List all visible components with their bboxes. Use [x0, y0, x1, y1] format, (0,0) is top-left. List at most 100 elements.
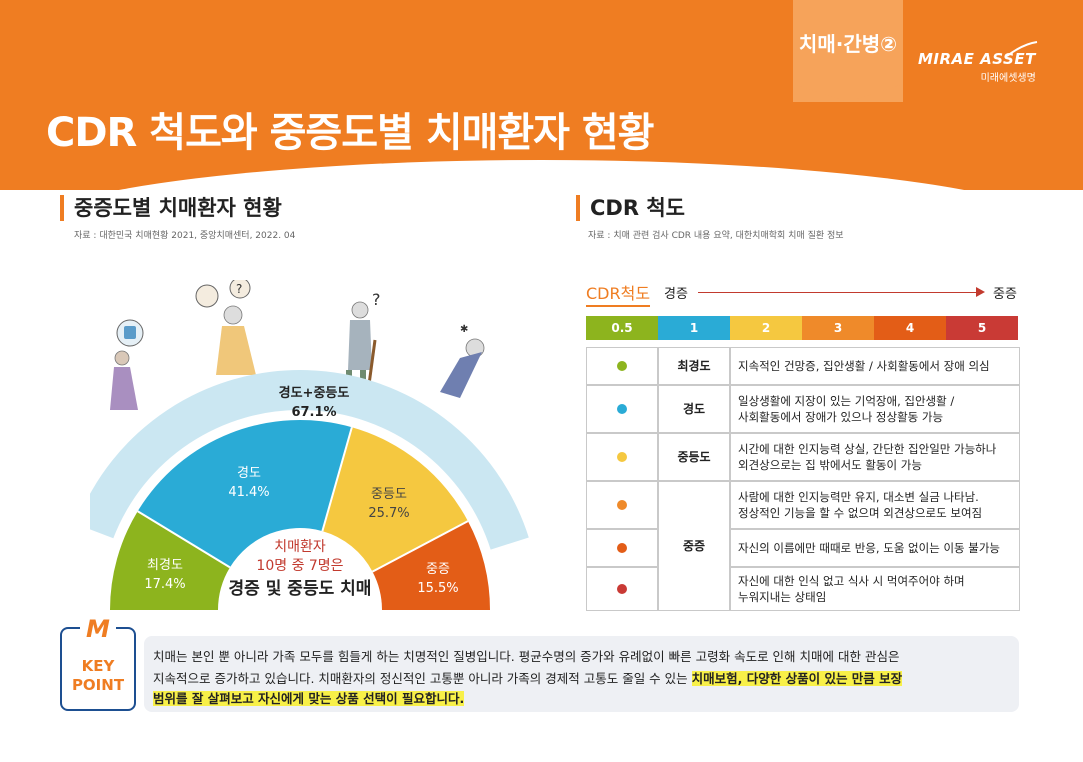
cdr-row-name: 최경도 [658, 347, 730, 385]
cdr-row-description: 일상생활에 지장이 있는 기억장애, 집안생활 / 사회활동에서 장애가 있으나 … [730, 385, 1020, 433]
key-point-label: KEY POINT [63, 657, 133, 695]
question-bubble-icon [229, 280, 251, 299]
elder-head-icon [114, 350, 130, 366]
logo-wordmark: MIRAE ASSET [918, 50, 1036, 68]
elder-head-icon [351, 301, 369, 319]
question-mark-icon: ? [372, 290, 381, 309]
key-point-logo-icon: M [80, 617, 116, 641]
slice-name-very-mild: 최경도 [147, 558, 183, 573]
severity-dot-icon [617, 543, 627, 553]
label-very-mild: 최경도 17.4% [125, 556, 205, 594]
bubble-symbol-icon [124, 326, 136, 339]
elder-body-icon [348, 320, 372, 370]
slice-value-very-mild: 17.4% [144, 577, 186, 592]
cdr-row-dot-cell [586, 529, 658, 567]
logo-swoosh-icon [1006, 41, 1038, 57]
key-point-line-2: 지속적으로 증가하고 있습니다. 치매환자의 정신적인 고통뿐 아니라 가족의 … [153, 668, 903, 687]
label-moderate: 중등도 25.7% [344, 485, 434, 523]
key-point-label-2: POINT [71, 676, 125, 694]
logo-korean: 미래에셋생명 [980, 73, 1036, 84]
cdr-row-dot-cell [586, 385, 658, 433]
cdr-grade-5: 5 [946, 316, 1018, 340]
thought-bubble-icon [195, 284, 219, 308]
center-line1: 치매환자 [274, 539, 326, 555]
slice-value-moderate: 25.7% [368, 506, 410, 521]
slice-separator [321, 426, 353, 532]
dizzy-icon: ✱ [460, 324, 468, 335]
slice-moderate [322, 427, 468, 572]
slice-name-severe: 중증 [426, 562, 450, 577]
scale-arrow-icon [976, 287, 985, 297]
key-point-highlight-2: 범위를 잘 살펴보고 자신에게 맞는 상품 선택이 필요합니다. [153, 691, 465, 706]
slice-name-mild: 경도 [237, 466, 261, 481]
combined-arc [90, 370, 529, 550]
cdr-grade-4: 4 [874, 316, 946, 340]
description-line: 정상적인 기능을 할 수 없으며 외견상으로도 보여짐 [738, 506, 983, 520]
right-section-source: 자료 : 치매 관련 검사 CDR 내용 요약, 대한치매학회 치매 질환 정보 [588, 231, 844, 241]
illustration-elderly-people: ? ? ✱ [110, 280, 485, 410]
slice-value-severe: 15.5% [417, 581, 459, 596]
question-mark-icon: ? [236, 282, 242, 296]
cdr-row-description: 사람에 대한 인지능력만 유지, 대소변 실금 나타남. 정상적인 기능을 할 수… [730, 481, 1020, 529]
slice-separator [372, 520, 469, 573]
right-section-title: CDR 척도 [576, 195, 685, 221]
brand-logo: MIRAE ASSET 미래에셋생명 [918, 50, 1036, 84]
cdr-grade-2: 2 [730, 316, 802, 340]
description-line: 사람에 대한 인지능력만 유지, 대소변 실금 나타남. [738, 490, 979, 504]
scale-severe-label: 중증 [993, 287, 1017, 302]
category-tab: 치매·간병② [798, 31, 898, 56]
key-point-badge [60, 627, 136, 711]
severity-dot-icon [617, 404, 627, 414]
cdr-row-description: 지속적인 건망증, 집안생활 / 사회활동에서 장애 의심 [730, 347, 1020, 385]
cdr-row-name: 중증 [658, 481, 730, 611]
cdr-row-name: 중등도 [658, 433, 730, 481]
elder-head-icon [223, 305, 243, 325]
left-section-title: 중증도별 치매환자 현황 [60, 195, 282, 221]
severity-dot-icon [617, 452, 627, 462]
label-severe: 중증 15.5% [398, 560, 478, 598]
description-line: 자신에 대한 인식 없고 식사 시 먹여주어야 하며 [738, 574, 965, 588]
slice-mild [137, 420, 352, 568]
cdr-grade-0: 0.5 [586, 316, 658, 340]
slice-value-mild: 41.4% [228, 485, 270, 500]
page-title: CDR 척도와 중증도별 치매환자 현황 [46, 110, 654, 156]
key-point-label-1: KEY [81, 657, 115, 675]
severity-dot-icon [617, 500, 627, 510]
center-headline: 경증 및 중등도 치매 [228, 579, 372, 599]
cdr-grade-bar: 0.5 1 2 3 4 5 [586, 316, 1018, 340]
center-line2: 10명 중 7명은 [256, 558, 344, 574]
combined-label: 경도+중등도 67.1% [254, 384, 374, 422]
description-line: 누워지내는 상태임 [738, 590, 827, 604]
elder-body-icon [216, 326, 256, 375]
center-text: 치매환자 10명 중 7명은 [215, 538, 385, 576]
chart-arcs [90, 370, 529, 610]
key-point-highlight-1: 치매보험, 다양한 상품이 있는 만큼 보장 [691, 671, 903, 686]
combined-value: 67.1% [291, 405, 337, 420]
left-section-source: 자료 : 대한민국 치매현황 2021, 중앙치매센터, 2022. 04 [74, 231, 296, 241]
label-mild: 경도 41.4% [204, 464, 294, 502]
description-line: 일상생활에 지장이 있는 기억장애, 집안생활 / [738, 394, 955, 408]
cdr-row-dot-cell [586, 481, 658, 529]
cdr-row-dot-cell [586, 433, 658, 481]
slice-name-moderate: 중등도 [371, 487, 407, 502]
description-line: 사회활동에서 장애가 있으나 정상활동 가능 [738, 410, 944, 424]
cdr-row-dot-cell [586, 347, 658, 385]
cdr-row-name: 경도 [658, 385, 730, 433]
slice-very-mild [110, 511, 230, 610]
cdr-grade-3: 3 [802, 316, 874, 340]
severity-dot-icon [617, 584, 627, 594]
cdr-scale-label: CDR척도 [586, 280, 651, 307]
description-line: 지속적인 건망증, 집안생활 / 사회활동에서 장애 의심 [738, 359, 990, 373]
cdr-row-description: 자신의 이름에만 때때로 반응, 도움 없이는 이동 불가능 [730, 529, 1020, 567]
description-line: 자신의 이름에만 때때로 반응, 도움 없이는 이동 불가능 [738, 541, 1001, 555]
cdr-row-dot-cell [586, 567, 658, 611]
slice-severe [372, 521, 490, 610]
elder-body-icon [440, 352, 482, 398]
severity-chart: ? ? ✱ [90, 280, 529, 610]
scale-arrow-line [698, 292, 981, 293]
slice-separator [137, 510, 231, 569]
description-line: 시간에 대한 인지능력 상실, 간단한 집안일만 가능하나 [738, 442, 997, 456]
key-point-line-1: 치매는 본인 뿐 아니라 가족 모두를 힘들게 하는 치명적인 질병입니다. 평… [153, 649, 900, 664]
description-line: 외견상으로는 집 밖에서도 활동이 가능 [738, 458, 922, 472]
